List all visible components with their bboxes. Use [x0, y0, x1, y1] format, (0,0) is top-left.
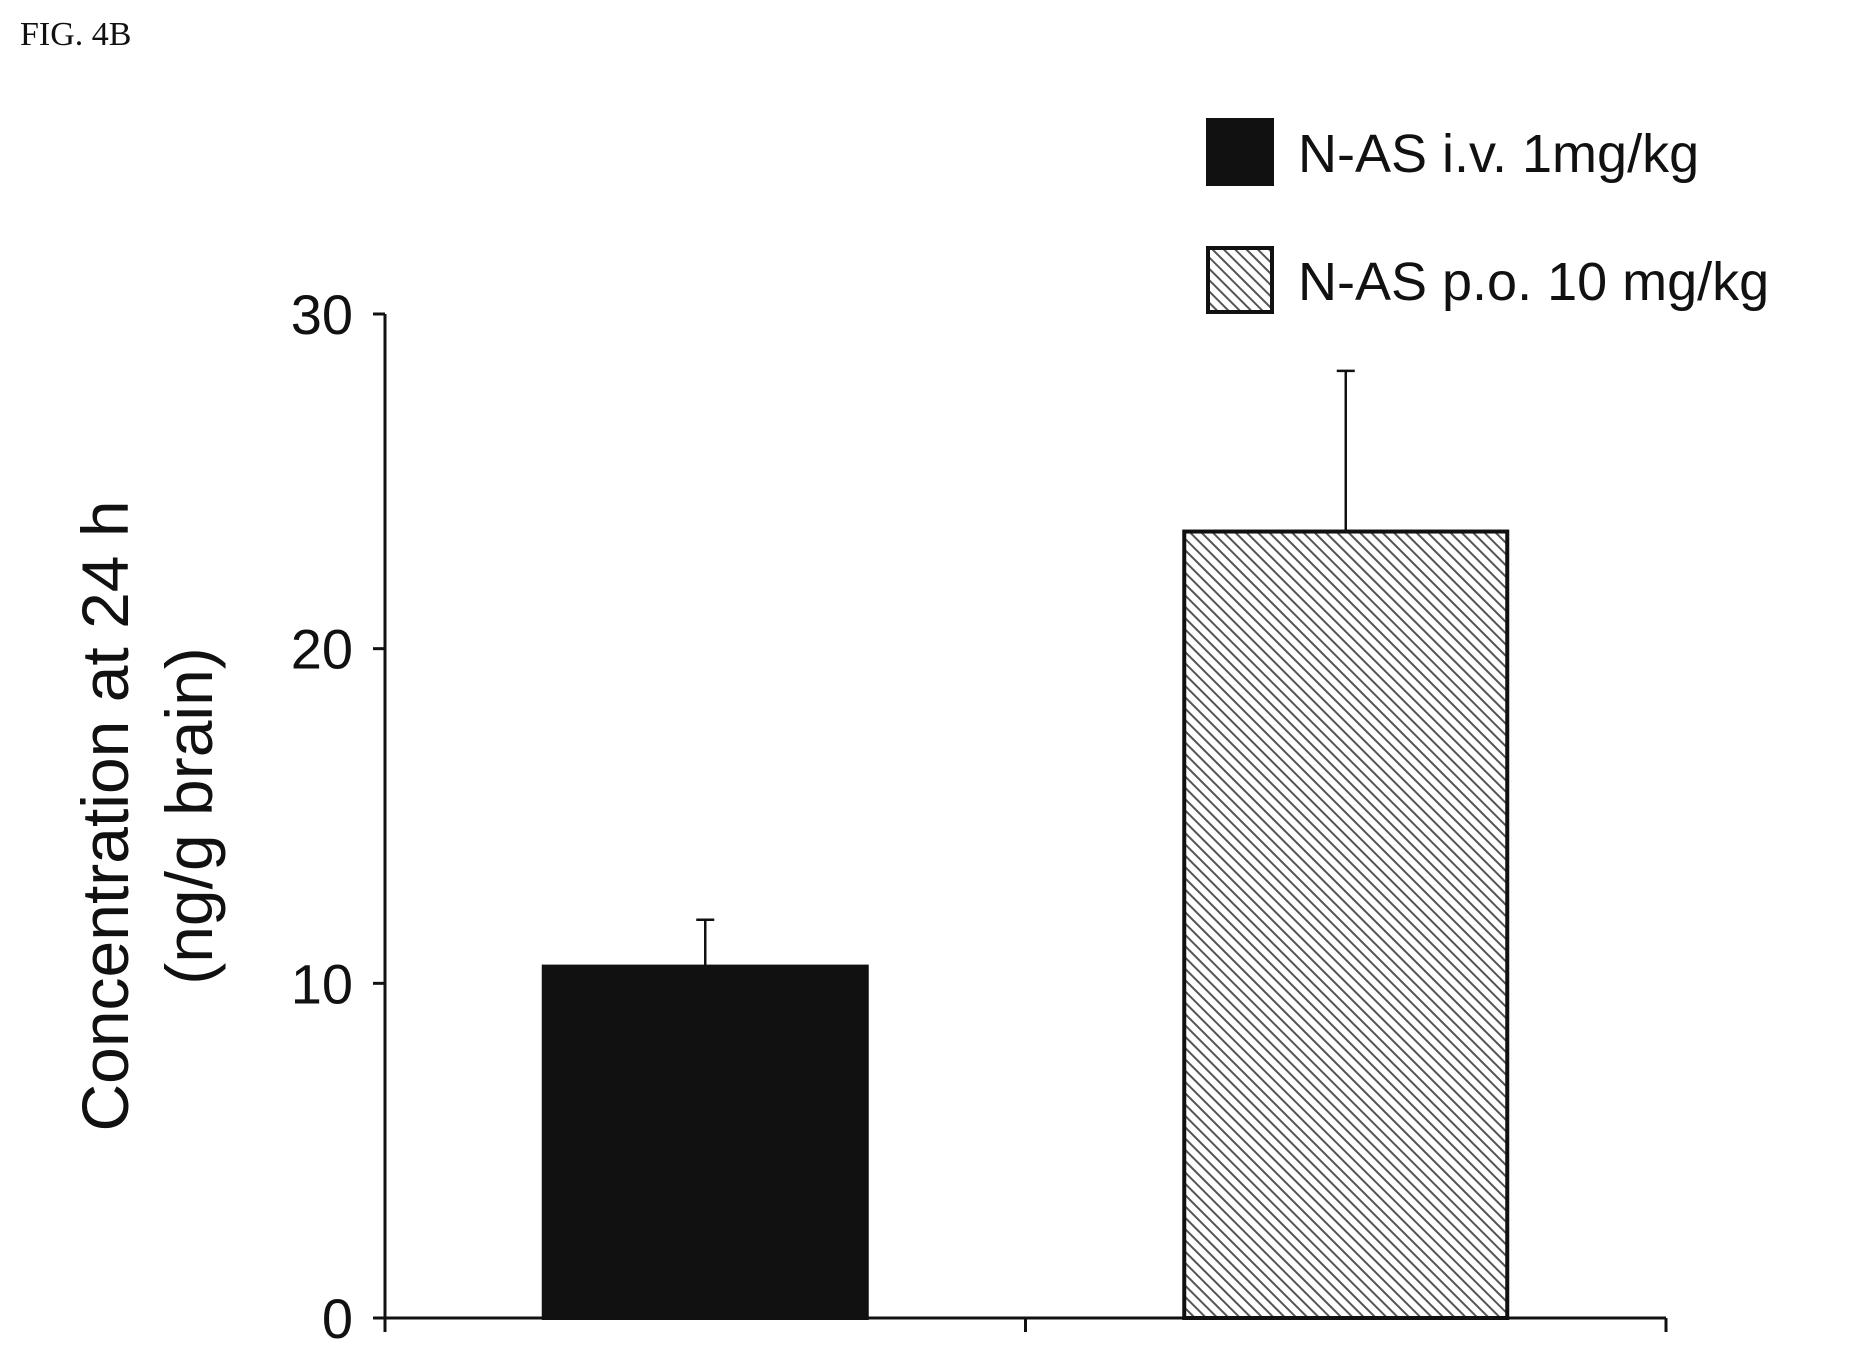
bar	[541, 964, 869, 1320]
y-tick-label: 0	[322, 1287, 353, 1350]
legend-swatch	[1206, 118, 1274, 186]
y-tick-label: 20	[291, 618, 353, 681]
legend: N-AS i.v. 1mg/kg N-AS p.o. 10 mg/kg	[1206, 118, 1769, 314]
legend-label: N-AS i.v. 1mg/kg	[1298, 124, 1699, 184]
y-tick-label: 10	[291, 952, 353, 1015]
y-axis-title: Concentration at 24 h (ng/g brain)	[68, 500, 226, 1131]
y-axis-title-line: (ng/g brain)	[152, 647, 226, 985]
bar	[1182, 529, 1510, 1320]
legend-label: N-AS p.o. 10 mg/kg	[1298, 252, 1769, 312]
legend-swatch	[1206, 246, 1274, 314]
plot-area: 0 10 20 30	[291, 283, 1668, 1350]
figure-label: FIG. 4B	[20, 16, 132, 53]
y-axis-title-text: Concentration at 24 h (ng/g brain)	[68, 500, 226, 1131]
y-axis-title-line: Concentration at 24 h	[68, 500, 142, 1131]
y-tick-label: 30	[291, 283, 353, 346]
